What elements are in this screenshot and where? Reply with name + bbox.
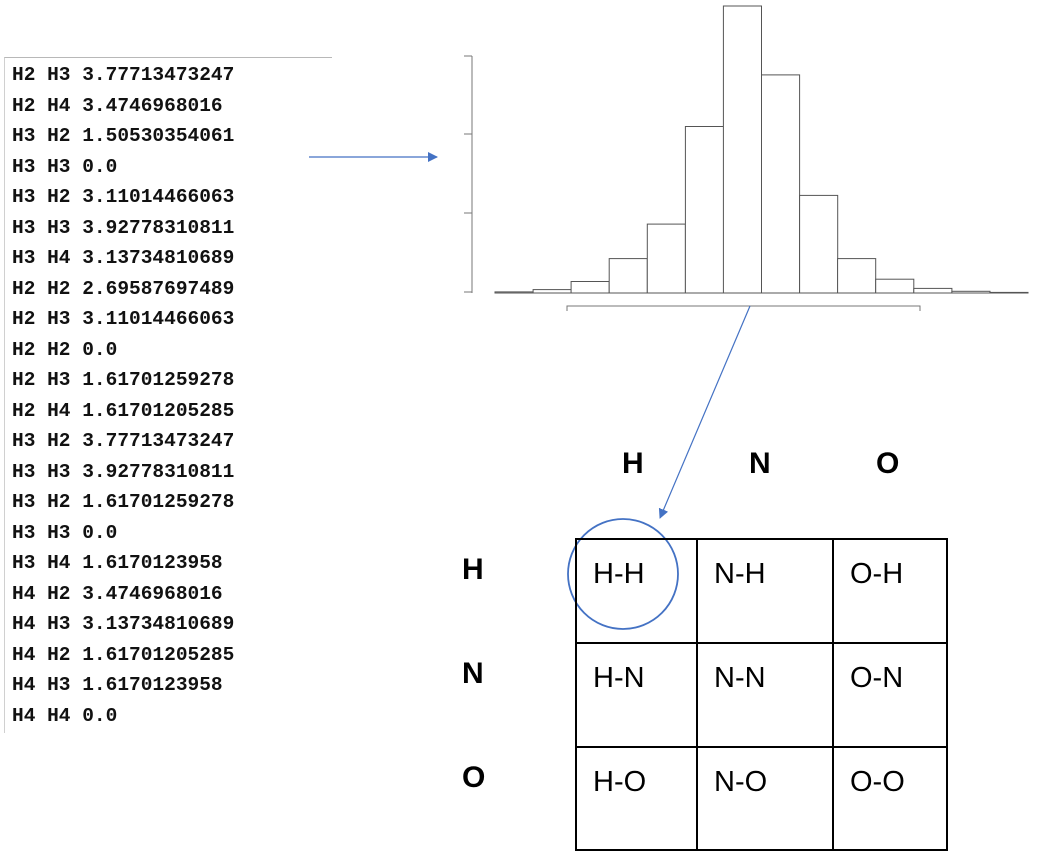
matrix-cell-n-h: N-H xyxy=(698,540,834,644)
matrix-cell-label: N-N xyxy=(714,662,766,694)
histogram-bar xyxy=(875,278,915,294)
histogram-bar xyxy=(951,290,991,294)
listing-row: H3 H2 3.77713473247 xyxy=(12,430,235,452)
listing-row: H2 H3 1.61701259278 xyxy=(12,369,235,391)
column-header-n: N xyxy=(749,447,771,480)
matrix-cell-label: O-H xyxy=(850,558,904,590)
matrix-cell-label: O-O xyxy=(850,766,905,798)
listing-row: H4 H4 0.0 xyxy=(12,704,118,727)
listing-row: H3 H3 0.0 xyxy=(12,155,118,178)
histogram-bar xyxy=(570,281,610,294)
arrow-histogram-to-matrix xyxy=(658,305,751,519)
matrix-cell-label: H-H xyxy=(593,558,645,590)
listing-row: H4 H3 1.6170123958 xyxy=(12,674,223,696)
matrix-cell-o-o: O-O xyxy=(834,748,946,849)
listing-row: H2 H3 3.11014466063 xyxy=(12,308,235,330)
matrix-cell-h-h: H-H xyxy=(577,540,698,644)
histogram-bar xyxy=(761,74,801,294)
listing-row: H2 H2 0.0 xyxy=(12,338,118,361)
listing-row: H3 H3 3.92778310811 xyxy=(12,460,235,483)
matrix-cell-label: H-N xyxy=(593,662,645,694)
column-header-h: H xyxy=(622,447,644,480)
histogram-bars xyxy=(494,5,1029,294)
histogram-bar xyxy=(684,126,725,294)
listing-row: H3 H2 1.50530354061 xyxy=(12,125,235,147)
listing-row: H3 H3 3.92778310811 xyxy=(12,216,235,239)
row-header-n: N xyxy=(462,657,484,690)
pair-matrix: H-H N-H O-H H-N N-N O-N H-O N-O O-O xyxy=(575,538,948,851)
listing-row: H2 H4 1.61701205285 xyxy=(12,399,235,422)
listing-row: H3 H3 0.0 xyxy=(12,521,118,544)
listing-row: H3 H4 3.13734810689 xyxy=(12,247,235,269)
row-header-o: O xyxy=(462,761,486,794)
highlight-circle xyxy=(567,518,679,630)
matrix-cell-label: N-O xyxy=(714,766,768,798)
matrix-cell-h-o: H-O xyxy=(577,748,698,849)
listing-row: H3 H2 1.61701259278 xyxy=(12,491,235,513)
distance-listing: H2 H3 3.77713473247 H2 H4 3.4746968016 H3 … xyxy=(4,57,332,733)
histogram-bar xyxy=(494,291,534,294)
listing-row: H2 H2 2.69587697489 xyxy=(12,277,235,300)
listing-row: H4 H3 3.13734810689 xyxy=(12,613,235,635)
matrix-cell-label: O-N xyxy=(850,662,904,694)
matrix-cell-h-n: H-N xyxy=(577,644,698,748)
histogram-bar xyxy=(989,291,1029,294)
histogram-x-axis-bracket xyxy=(566,305,921,311)
histogram-bar xyxy=(532,289,572,294)
histogram-bar xyxy=(608,258,648,294)
listing-row: H2 H3 3.77713473247 xyxy=(12,64,235,86)
listing-row: H3 H2 3.11014466063 xyxy=(12,186,235,208)
listing-row: H2 H4 3.4746968016 xyxy=(12,94,223,117)
matrix-cell-o-n: O-N xyxy=(834,644,946,748)
listing-row: H4 H2 1.61701205285 xyxy=(12,643,235,666)
matrix-cell-label: N-H xyxy=(714,558,766,590)
histogram-bar xyxy=(722,5,763,294)
row-header-h: H xyxy=(462,553,484,586)
histogram-bar xyxy=(646,223,686,294)
histogram-bar xyxy=(913,287,953,294)
matrix-cell-o-h: O-H xyxy=(834,540,946,644)
listing-row: H4 H2 3.4746968016 xyxy=(12,582,223,605)
column-header-o: O xyxy=(876,447,900,480)
matrix-cell-n-o: N-O xyxy=(698,748,834,849)
listing-row: H3 H4 1.6170123958 xyxy=(12,552,223,574)
histogram-bar xyxy=(799,194,839,294)
matrix-cell-label: H-O xyxy=(593,766,647,798)
histogram-bar xyxy=(837,258,877,294)
matrix-cell-n-n: N-N xyxy=(698,644,834,748)
